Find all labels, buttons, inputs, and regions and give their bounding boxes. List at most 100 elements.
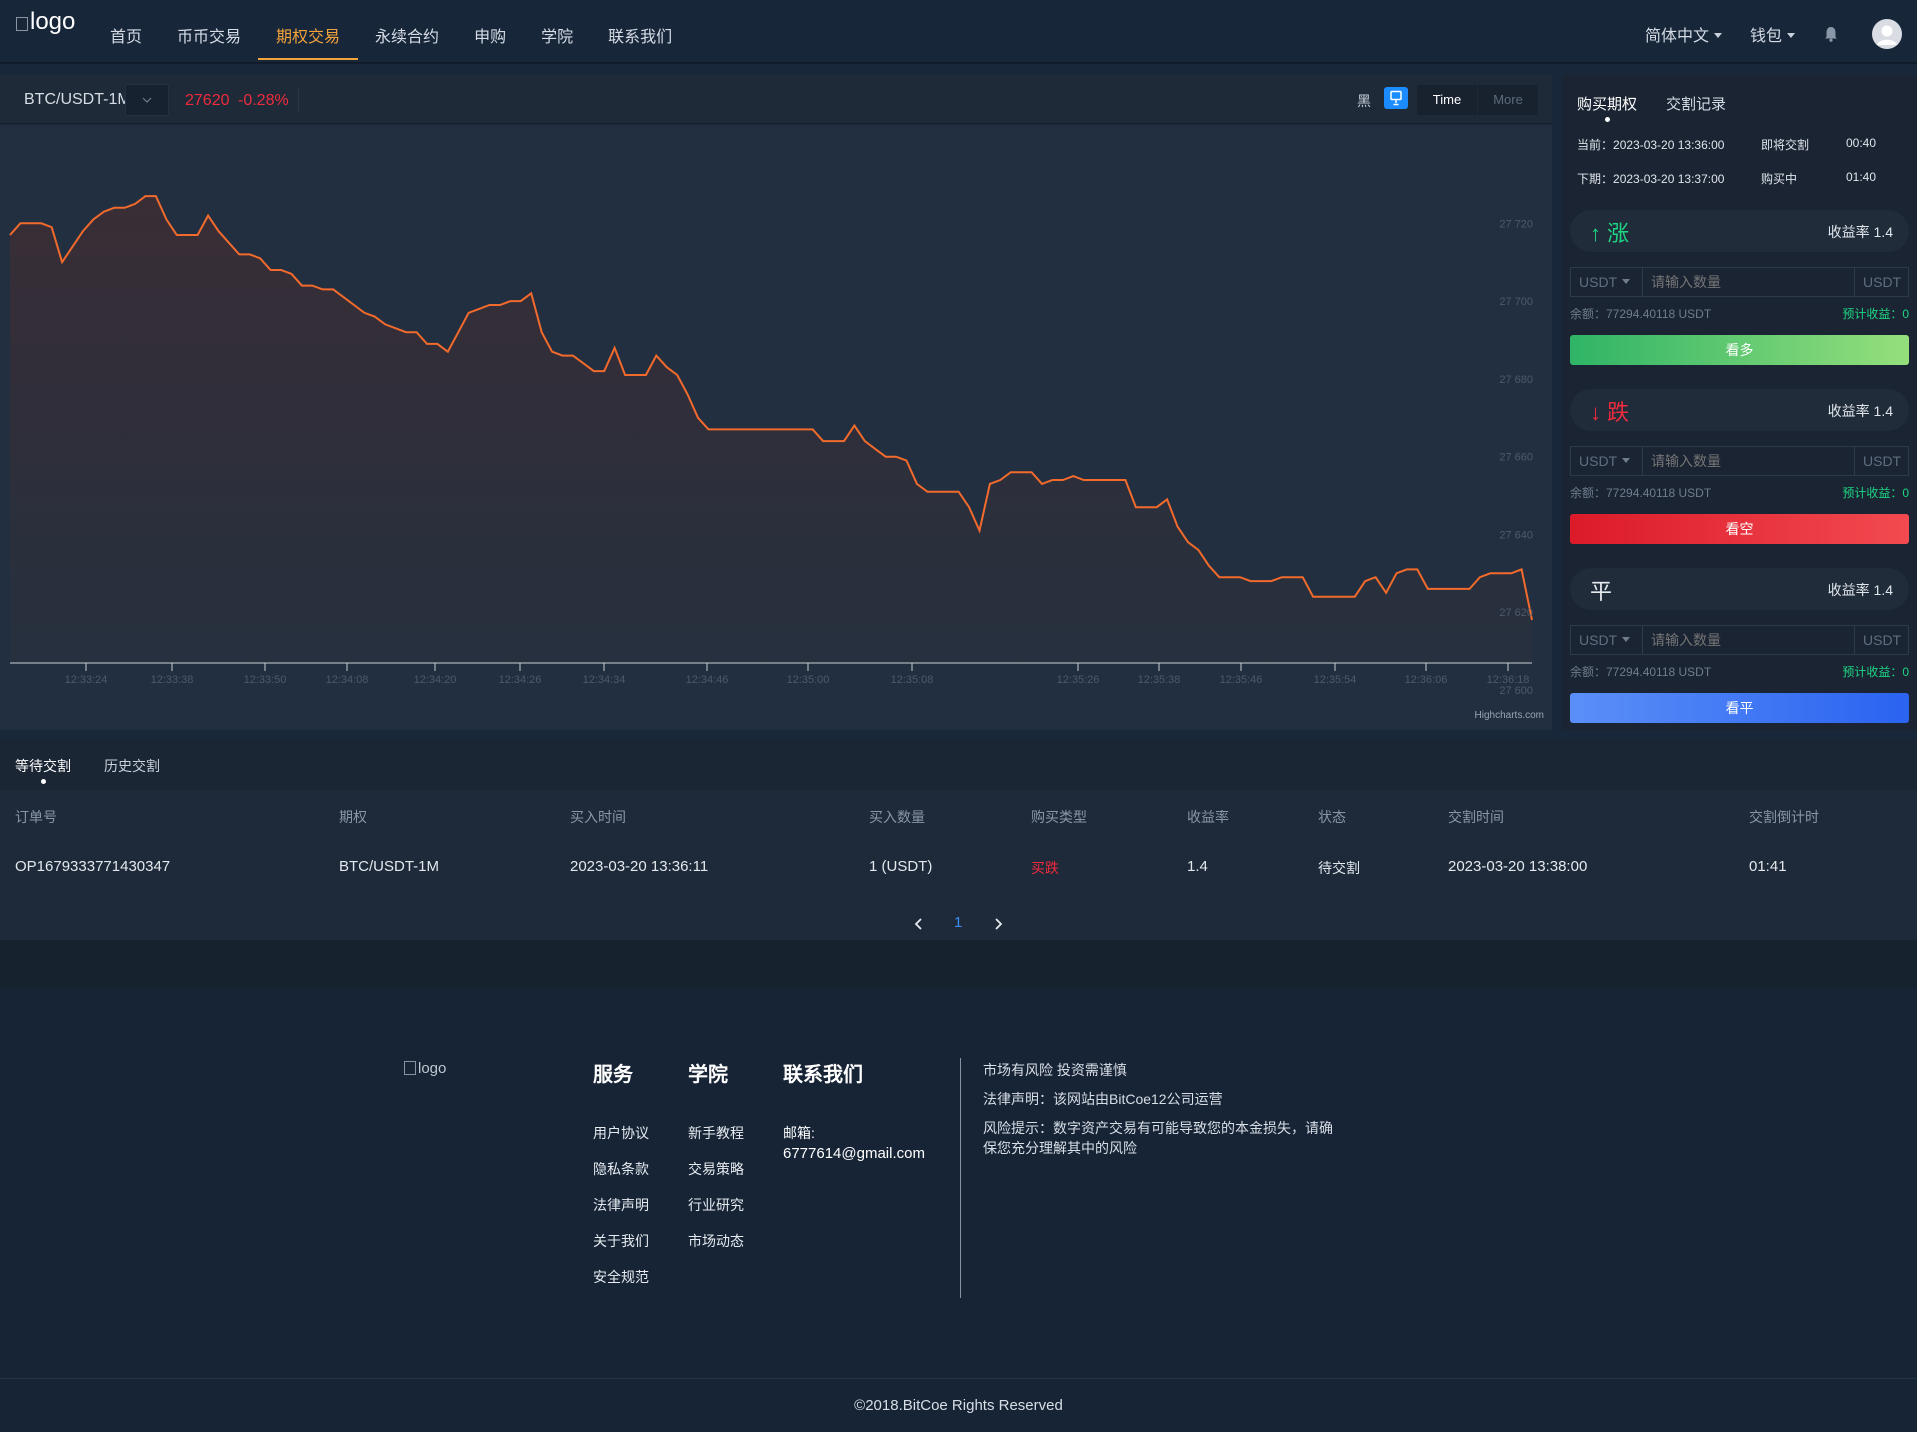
next-period-label: 下期：2023-03-20 13:37:00: [1577, 172, 1725, 186]
nav-home[interactable]: 首页: [110, 29, 143, 46]
chart-credit[interactable]: Highcharts.com: [1475, 710, 1544, 721]
symbol-label: BTC/USDT-1M: [24, 91, 131, 108]
bell-icon[interactable]: [1824, 26, 1838, 42]
y-tick-label: 27 660: [1499, 452, 1533, 464]
page-number[interactable]: 1: [954, 914, 963, 931]
buy-up-button[interactable]: 看多: [1570, 335, 1909, 365]
x-tick-label: 12:34:20: [414, 674, 457, 686]
col-buy-qty: 买入数量: [869, 809, 925, 825]
flat-expected: 预计收益：0: [1842, 665, 1909, 679]
col-option: 期权: [339, 809, 367, 825]
nav-contact[interactable]: 联系我们: [608, 29, 673, 46]
wallet-menu[interactable]: 钱包: [1750, 22, 1796, 46]
tab-delivery-records[interactable]: 交割记录: [1666, 96, 1727, 113]
link-industry-research[interactable]: 行业研究: [688, 1197, 744, 1213]
time-button[interactable]: Time: [1417, 85, 1477, 115]
current-countdown: 00:40: [1846, 136, 1877, 150]
price-change: -0.28%: [238, 92, 289, 109]
buy-down-button[interactable]: 看空: [1570, 514, 1909, 544]
chart-panel: BTC/USDT-1M 27620 -0.28% 黑 Time More 27 …: [0, 75, 1552, 730]
top-header: logo 首页 币币交易 期权交易 永续合约 申购 学院 联系我们 简体中文 钱…: [0, 0, 1917, 64]
trade-panel: 购买期权 交割记录 当前：2023-03-20 13:36:00 即将交割 00…: [1562, 75, 1917, 730]
link-legal[interactable]: 法律声明: [593, 1197, 649, 1213]
footer-logo[interactable]: logo: [404, 1060, 446, 1077]
up-expected: 预计收益：0: [1842, 307, 1909, 321]
chevron-down-icon: [1622, 458, 1631, 463]
col-countdown: 交割倒计时: [1749, 809, 1819, 825]
link-about-us[interactable]: 关于我们: [593, 1233, 649, 1249]
down-amount-row: USDT USDT: [1570, 446, 1909, 476]
next-page-icon[interactable]: [993, 918, 1003, 930]
col-rate: 收益率: [1187, 809, 1229, 825]
risk-warning: 风险提示：数字资产交易有可能导致您的本金损失，请确保您充分理解其中的风险: [983, 1120, 1333, 1156]
symbol-dropdown[interactable]: [125, 84, 169, 116]
x-tick-label: 12:34:34: [583, 674, 626, 686]
table-row-buy-qty: 1 (USDT): [869, 858, 933, 875]
nav-academy[interactable]: 学院: [541, 29, 574, 46]
link-privacy[interactable]: 隐私条款: [593, 1161, 649, 1177]
y-tick-label: 27 680: [1499, 374, 1533, 386]
link-beginner-guide[interactable]: 新手教程: [688, 1125, 744, 1141]
up-quantity-input[interactable]: [1651, 271, 1821, 293]
risk-note: 市场有风险 投资需谨慎: [983, 1062, 1127, 1078]
table-row-status: 待交割: [1318, 860, 1360, 876]
x-tick-label: 12:34:08: [326, 674, 369, 686]
chevron-down-icon: [1622, 279, 1631, 284]
chevron-down-icon: [1714, 33, 1723, 38]
tab-history-delivery[interactable]: 历史交割: [104, 758, 160, 774]
last-price: 27620: [185, 92, 230, 109]
avatar[interactable]: [1872, 19, 1902, 49]
down-quantity-input[interactable]: [1651, 450, 1821, 472]
flat-quantity-input[interactable]: [1651, 629, 1821, 651]
language-select[interactable]: 简体中文: [1645, 22, 1723, 46]
prev-page-icon[interactable]: [914, 918, 924, 930]
x-tick-label: 12:36:18: [1487, 674, 1530, 686]
nav-subscribe[interactable]: 申购: [474, 29, 507, 46]
y-tick-label: 27 640: [1499, 529, 1533, 541]
price-chart[interactable]: 27 720 27 700 27 680 27 660 27 640 27 620 27 6…: [0, 125, 1552, 730]
link-trading-strategy[interactable]: 交易策略: [688, 1161, 744, 1177]
col-order-id: 订单号: [15, 809, 57, 825]
down-balance: 余额：77294.40118 USDT: [1570, 486, 1712, 500]
theme-label[interactable]: 黑: [1357, 93, 1371, 109]
link-security[interactable]: 安全规范: [593, 1269, 649, 1285]
nav-perpetual[interactable]: 永续合约: [375, 29, 440, 46]
x-tick-label: 12:33:38: [151, 674, 194, 686]
current-period-label: 当前：2023-03-20 13:36:00: [1577, 138, 1725, 152]
theme-toggle-button[interactable]: [1384, 87, 1408, 109]
flat-currency-select[interactable]: USDT: [1571, 626, 1643, 654]
flat-amount-row: USDT USDT: [1570, 625, 1909, 655]
broken-image-icon: [404, 1061, 416, 1075]
up-currency-select[interactable]: USDT: [1571, 268, 1643, 296]
up-balance: 余额：77294.40118 USDT: [1570, 307, 1712, 321]
table-row-delivery-time: 2023-03-20 13:38:00: [1448, 858, 1588, 875]
table-row-countdown: 01:41: [1749, 858, 1787, 875]
buy-flat-button[interactable]: 看平: [1570, 693, 1909, 723]
down-currency-select[interactable]: USDT: [1571, 447, 1643, 475]
down-unit-label: USDT: [1854, 447, 1908, 475]
tab-buy-option[interactable]: 购买期权: [1577, 93, 1637, 122]
link-user-agreement[interactable]: 用户协议: [593, 1125, 649, 1141]
tab-pending-delivery[interactable]: 等待交割: [15, 756, 71, 784]
more-button[interactable]: More: [1478, 85, 1538, 115]
col-delivery-time: 交割时间: [1448, 809, 1504, 825]
footer: logo 服务 用户协议 隐私条款 法律声明 关于我们 安全规范 学院 新手教程…: [0, 988, 1917, 1378]
flat-label: 平: [1590, 579, 1613, 604]
x-tick-label: 12:35:54: [1314, 674, 1357, 686]
col-buy-type: 购买类型: [1031, 809, 1087, 825]
y-tick-label: 27 720: [1499, 218, 1533, 230]
legal-note: 法律声明：该网站由BitCoe12公司运营: [983, 1091, 1223, 1107]
footer-divider: [960, 1058, 961, 1298]
link-market-news[interactable]: 市场动态: [688, 1233, 744, 1249]
table-row-order-id: OP1679333771430347: [15, 858, 171, 875]
x-tick-label: 12:35:00: [787, 674, 830, 686]
x-tick-label: 12:35:08: [891, 674, 934, 686]
x-tick-label: 12:36:06: [1405, 674, 1448, 686]
nav-options[interactable]: 期权交易: [258, 6, 359, 60]
y-tick-label: 27 700: [1499, 296, 1533, 308]
logo[interactable]: logo: [16, 8, 75, 36]
active-dot: [41, 779, 46, 784]
price-line: [9, 195, 1533, 621]
nav-spot[interactable]: 币币交易: [177, 29, 242, 46]
email-address[interactable]: 6777614@gmail.com: [783, 1145, 925, 1162]
